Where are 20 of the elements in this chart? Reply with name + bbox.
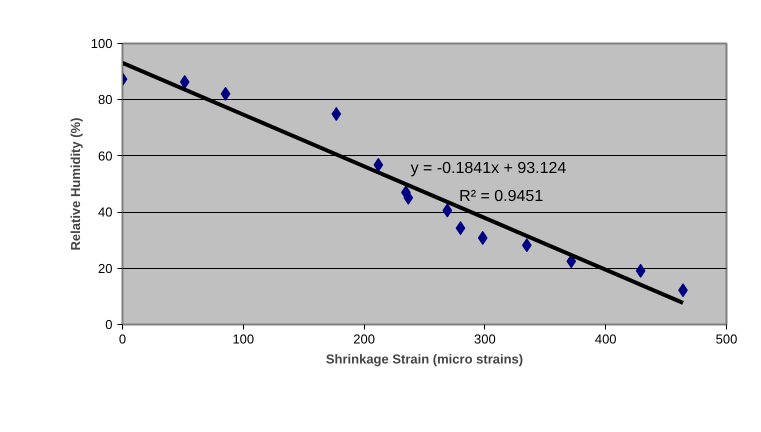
point <box>180 74 190 89</box>
point <box>522 238 532 252</box>
x-tick-label: 200 <box>353 332 375 346</box>
y-tick-label: 100 <box>90 36 113 51</box>
y-tick-label: 20 <box>98 260 113 276</box>
point <box>478 230 488 245</box>
x-tick-label: 500 <box>716 332 738 346</box>
y-tick-label: 40 <box>98 204 113 220</box>
y-axis-title: Relative Humidity (%) <box>68 118 83 250</box>
y-tick-label: 80 <box>98 92 113 108</box>
annotation: y = -0.1841x + 93.124 <box>410 160 566 178</box>
annotation: R² = 0.9451 <box>459 188 544 206</box>
x-tick-label: 0 <box>118 332 126 346</box>
y-tick-label: 0 <box>105 317 113 332</box>
y-tick-label: 60 <box>98 148 113 164</box>
x-tick-label: 300 <box>474 332 496 346</box>
point <box>331 107 342 122</box>
x-tick-label: 100 <box>232 332 254 346</box>
x-tick-label: 400 <box>594 332 617 346</box>
x-axis-title: Shrinkage Strain (micro strains) <box>326 352 524 366</box>
